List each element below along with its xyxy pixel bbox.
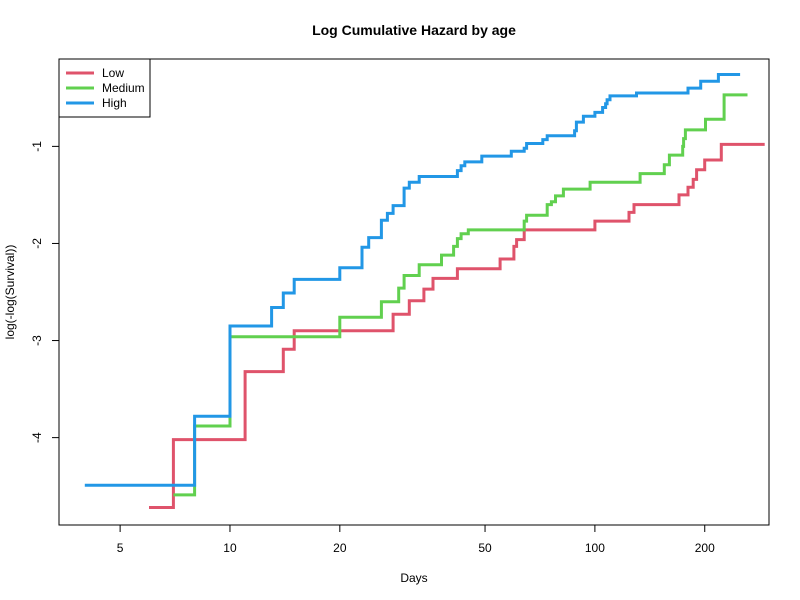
plot-area-frame <box>58 58 770 526</box>
legend-label-medium: Medium <box>102 81 145 95</box>
legend-label-low: Low <box>102 66 124 80</box>
x-axis-label: Days <box>400 571 427 585</box>
y-axis: -4 -3 -2 -1 <box>30 141 59 443</box>
x-tick-label: 200 <box>695 541 715 555</box>
series-layer <box>84 73 765 509</box>
y-tick-label: -2 <box>30 238 44 249</box>
y-tick-label: -3 <box>30 335 44 346</box>
x-tick-label: 100 <box>585 541 605 555</box>
y-tick-label: -1 <box>30 141 44 152</box>
x-tick-label: 50 <box>478 541 492 555</box>
legend-label-high: High <box>102 96 127 110</box>
series-line-medium <box>173 93 748 497</box>
x-axis: 5 10 20 50 100 200 <box>117 525 715 555</box>
chart-title: Log Cumulative Hazard by age <box>312 22 516 38</box>
x-tick-label: 5 <box>117 541 124 555</box>
x-tick-label: 20 <box>333 541 347 555</box>
y-axis-label: log(-log(Survival)) <box>3 245 17 340</box>
series-line-high <box>84 73 741 487</box>
y-tick-label: -4 <box>30 432 44 443</box>
x-tick-label: 10 <box>223 541 237 555</box>
